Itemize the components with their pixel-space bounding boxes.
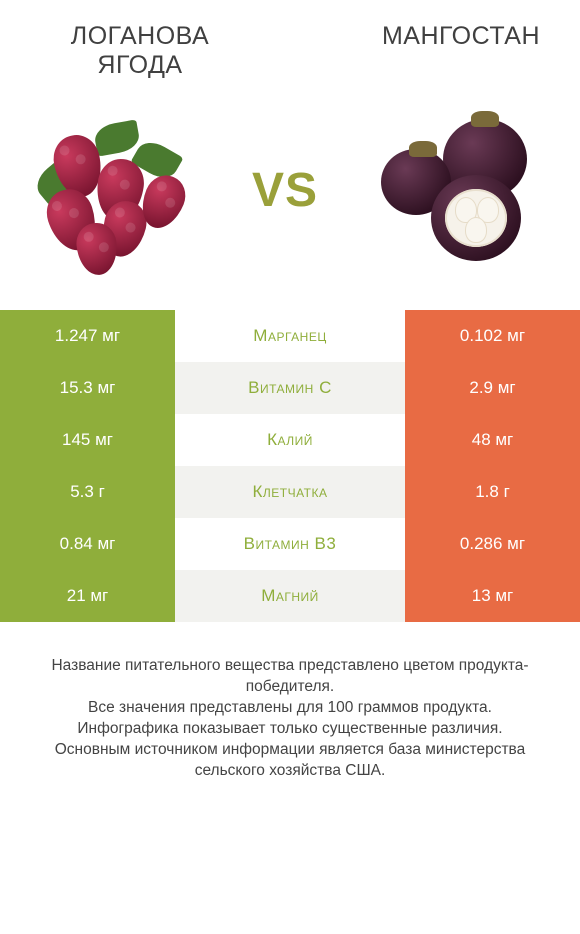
- value-left: 5.3 г: [0, 466, 175, 518]
- value-right: 1.8 г: [405, 466, 580, 518]
- nutrient-label: Витамин C: [175, 362, 405, 414]
- nutrition-table: 1.247 мгМарганец0.102 мг15.3 мгВитамин C…: [0, 310, 580, 622]
- table-row: 15.3 мгВитамин C2.9 мг: [0, 362, 580, 414]
- value-left: 145 мг: [0, 414, 175, 466]
- footer-line: Инфографика показывает только существенн…: [20, 719, 560, 740]
- value-left: 15.3 мг: [0, 362, 175, 414]
- footer-line: Основным источником информации является …: [20, 740, 560, 782]
- value-left: 0.84 мг: [0, 518, 175, 570]
- footer-line: Все значения представлены для 100 граммо…: [20, 698, 560, 719]
- footer-line: Название питательного вещества представл…: [20, 656, 560, 698]
- value-left: 21 мг: [0, 570, 175, 622]
- loganberry-image: [20, 100, 200, 280]
- table-row: 1.247 мгМарганец0.102 мг: [0, 310, 580, 362]
- nutrient-label: Витамин B3: [175, 518, 405, 570]
- table-row: 5.3 гКлетчатка1.8 г: [0, 466, 580, 518]
- nutrient-label: Марганец: [175, 310, 405, 362]
- vs-label: VS: [252, 163, 318, 218]
- nutrient-label: Калий: [175, 414, 405, 466]
- table-row: 145 мгКалий48 мг: [0, 414, 580, 466]
- value-right: 48 мг: [405, 414, 580, 466]
- footer-notes: Название питательного вещества представл…: [0, 622, 580, 782]
- value-right: 13 мг: [405, 570, 580, 622]
- mangosteen-image: [370, 100, 550, 280]
- value-left: 1.247 мг: [0, 310, 175, 362]
- images-row: VS: [0, 80, 580, 310]
- value-right: 0.286 мг: [405, 518, 580, 570]
- title-left: Логанова ягода: [40, 22, 240, 80]
- value-right: 2.9 мг: [405, 362, 580, 414]
- title-right: Мангостан: [340, 22, 540, 80]
- value-right: 0.102 мг: [405, 310, 580, 362]
- nutrient-label: Магний: [175, 570, 405, 622]
- table-row: 0.84 мгВитамин B30.286 мг: [0, 518, 580, 570]
- header: Логанова ягода Мангостан: [0, 0, 580, 80]
- nutrient-label: Клетчатка: [175, 466, 405, 518]
- table-row: 21 мгМагний13 мг: [0, 570, 580, 622]
